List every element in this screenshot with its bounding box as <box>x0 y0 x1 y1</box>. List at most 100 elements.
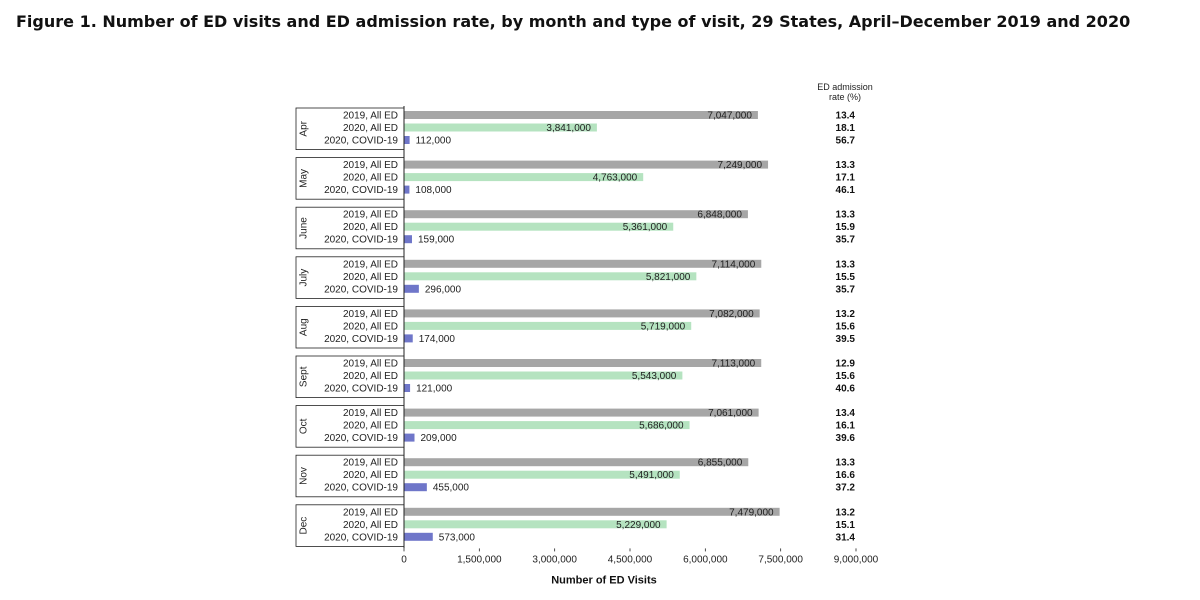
x-tick-label: 4,500,000 <box>608 554 653 565</box>
bar-value-label: 3,841,000 <box>546 123 591 134</box>
bar-value-label: 5,821,000 <box>646 272 691 283</box>
month-label: Aug <box>299 318 310 336</box>
admission-rate-value: 18.1 <box>836 123 856 134</box>
admission-rate-value: 40.6 <box>836 384 856 395</box>
bar-value-label: 5,686,000 <box>639 421 684 432</box>
bar-category-label: 2020, All ED <box>343 222 398 233</box>
bar-value-label: 121,000 <box>416 384 453 395</box>
bar-value-label: 108,000 <box>415 185 452 196</box>
bar-category-label: 2020, All ED <box>343 272 398 283</box>
bar-value-label: 159,000 <box>418 235 455 246</box>
bar <box>404 483 427 492</box>
bar-category-label: 2020, COVID-19 <box>324 235 398 246</box>
bar-category-label: 2020, All ED <box>343 520 398 531</box>
bar-category-label: 2020, All ED <box>343 371 398 382</box>
bar-category-label: 2019, All ED <box>343 160 398 171</box>
bar-value-label: 5,229,000 <box>616 520 661 531</box>
bar <box>404 359 762 367</box>
admission-rate-value: 31.4 <box>836 532 856 543</box>
bar-category-label: 2019, All ED <box>343 458 398 469</box>
bar <box>404 532 433 541</box>
bar <box>404 334 413 343</box>
admission-rate-value: 39.5 <box>836 334 856 345</box>
rate-header-line: rate (%) <box>829 92 861 102</box>
month-label: Sept <box>299 366 310 387</box>
bar <box>404 458 749 467</box>
month-group: June 2019, All ED 6,848,000 13.3 2020, All E… <box>295 206 856 250</box>
month-label: Apr <box>299 120 310 136</box>
rate-header-line: ED admission <box>817 82 873 92</box>
bar <box>404 421 690 430</box>
bar <box>404 123 597 132</box>
admission-rate-value: 13.3 <box>836 259 856 270</box>
month-group: Aug 2019, All ED 7,082,000 13.2 2020, All ED… <box>295 305 856 349</box>
bar-category-label: 2020, COVID-19 <box>324 284 398 295</box>
bar <box>404 408 759 417</box>
month-label: May <box>299 169 310 188</box>
bar-category-label: 2019, All ED <box>343 210 398 221</box>
x-tick-label: 6,000,000 <box>683 554 728 565</box>
x-tick-label: 1,500,000 <box>457 554 502 565</box>
month-group: Dec 2019, All ED 7,479,000 13.2 2020, All ED… <box>295 504 856 547</box>
admission-rate-value: 13.3 <box>836 458 856 469</box>
bar-category-label: 2020, COVID-19 <box>324 384 398 395</box>
bar-value-label: 112,000 <box>416 136 452 147</box>
bar <box>404 507 780 516</box>
month-group: July 2019, All ED 7,114,000 13.3 2020, All E… <box>295 256 856 299</box>
month-group: May 2019, All ED 7,249,000 13.3 2020, All ED… <box>295 157 856 200</box>
bar <box>404 136 410 144</box>
bar-value-label: 7,113,000 <box>711 359 755 370</box>
bar-value-label: 7,114,000 <box>712 259 756 270</box>
admission-rate-value: 13.3 <box>836 210 856 221</box>
admission-rate-value: 13.4 <box>836 111 856 122</box>
month-group: Apr 2019, All ED 7,047,000 13.4 2020, All ED… <box>295 107 856 150</box>
bar-value-label: 4,763,000 <box>593 173 638 184</box>
bar-category-label: 2019, All ED <box>343 259 398 270</box>
admission-rate-value: 13.3 <box>836 160 856 171</box>
bar <box>404 309 760 318</box>
admission-rate-value: 15.6 <box>836 371 856 382</box>
bar-category-label: 2020, All ED <box>343 470 398 481</box>
bar-category-label: 2020, All ED <box>343 123 398 134</box>
bar-value-label: 209,000 <box>420 433 457 444</box>
bar-value-label: 6,848,000 <box>697 210 742 221</box>
admission-rate-value: 15.5 <box>836 272 856 283</box>
x-tick-label: 3,000,000 <box>532 554 577 565</box>
bar-category-label: 2020, COVID-19 <box>324 185 398 196</box>
bar <box>404 210 748 219</box>
admission-rate-value: 17.1 <box>836 173 856 184</box>
admission-rate-value: 56.7 <box>836 136 856 147</box>
admission-rate-value: 15.6 <box>836 321 856 332</box>
month-label: Oct <box>299 418 310 434</box>
bar <box>404 259 762 268</box>
x-tick-label: 0 <box>401 554 407 565</box>
bar <box>404 160 769 169</box>
admission-rate-value: 15.9 <box>836 222 856 233</box>
admission-rate-value: 39.6 <box>836 433 856 444</box>
bar <box>404 284 419 293</box>
bar-category-label: 2019, All ED <box>343 408 398 419</box>
bar-category-label: 2019, All ED <box>343 309 398 320</box>
bar-category-label: 2020, All ED <box>343 173 398 184</box>
admission-rate-value: 35.7 <box>836 284 856 295</box>
x-axis-title: Number of ED Visits <box>551 574 657 586</box>
bar-value-label: 7,061,000 <box>708 408 753 419</box>
bar <box>404 321 692 330</box>
admission-rate-value: 35.7 <box>836 235 856 246</box>
admission-rate-value: 37.2 <box>836 483 856 494</box>
bar-value-label: 5,719,000 <box>641 321 686 332</box>
bar-value-label: 5,361,000 <box>623 222 668 233</box>
bar-value-label: 7,249,000 <box>718 160 763 171</box>
bar-value-label: 455,000 <box>433 483 470 494</box>
figure-title: Figure 1. Number of ED visits and ED adm… <box>16 12 1131 31</box>
bar-category-label: 2020, COVID-19 <box>324 483 398 494</box>
bar <box>404 272 697 281</box>
bar-category-label: 2019, All ED <box>343 111 398 122</box>
month-label: Dec <box>299 517 310 535</box>
month-label: Nov <box>299 467 310 485</box>
bar-category-label: 2019, All ED <box>343 359 398 370</box>
bar-category-label: 2020, COVID-19 <box>324 334 398 345</box>
month-group: Nov 2019, All ED 6,855,000 13.3 2020, All ED… <box>295 454 856 498</box>
x-tick-label: 9,000,000 <box>834 554 879 565</box>
